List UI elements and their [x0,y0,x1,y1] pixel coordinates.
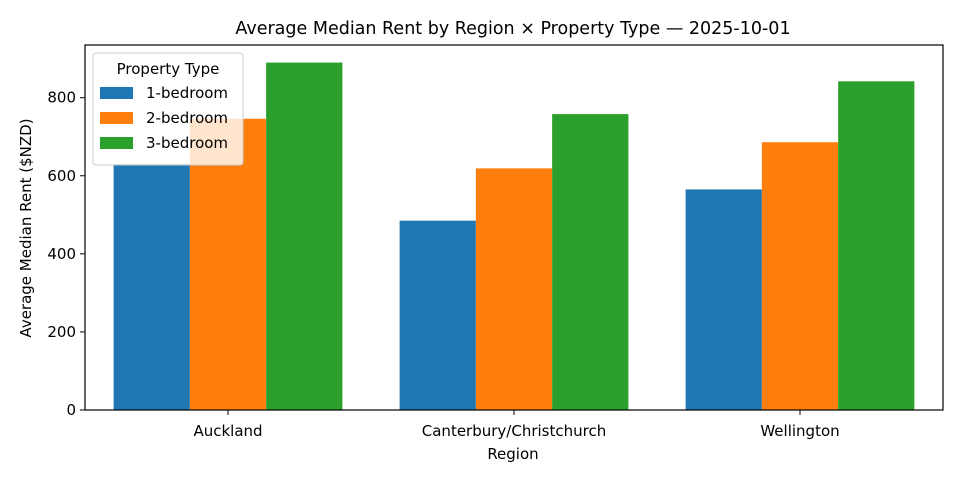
legend-items: 1-bedroom 2-bedroom 3-bedroom [100,84,228,152]
y-tick-label: 400 [47,245,76,263]
bar-3-bedroom-2 [552,114,629,410]
y-tick-label: 800 [47,89,76,107]
bar-2-bedroom-2 [475,168,553,410]
y-axis-label: Average Median Rent ($NZD) [17,118,35,337]
legend-swatch [100,87,133,99]
bar-2-bedroom-1 [189,118,267,410]
bar-2-bedroom-3 [761,142,839,410]
x-axis-label: Region [487,445,538,463]
y-tick-label: 600 [47,167,76,185]
legend-label: 1-bedroom [146,84,228,102]
legend-label: 2-bedroom [146,109,228,127]
y-tick-label: 200 [47,323,76,341]
bar-3-bedroom-3 [838,81,915,411]
bar-1-bedroom-3 [685,189,762,410]
y-axis: 0 200 400 600 800 [47,89,85,419]
legend-swatch [100,112,133,124]
bar-1-bedroom-1 [113,164,190,410]
y-tick-label: 0 [66,401,76,419]
x-tick-label: Wellington [760,422,839,440]
legend-label: 3-bedroom [146,134,228,152]
chart-title: Average Median Rent by Region × Property… [235,19,790,39]
x-axis: Auckland Canterbury/Christchurch Wellingto… [193,410,840,440]
x-tick-label: Auckland [193,422,262,440]
legend-swatch [100,137,133,149]
bars-group [113,62,915,411]
legend: Property Type 1-bedroom 2-bedroom 3-bedroo… [92,52,244,166]
bar-3-bedroom-1 [266,62,343,410]
bar-1-bedroom-2 [399,220,476,410]
x-tick-label: Canterbury/Christchurch [422,422,606,440]
legend-title: Property Type [117,60,220,78]
